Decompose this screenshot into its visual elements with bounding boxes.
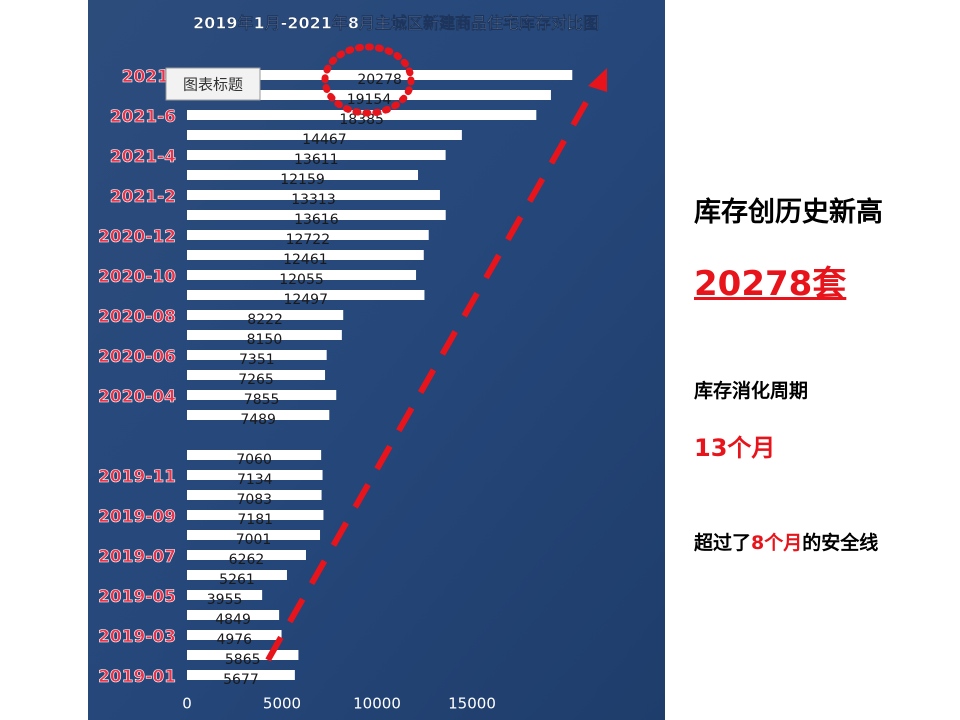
- value-label: 19154: [347, 92, 392, 108]
- trend-arrow: [265, 90, 595, 662]
- safety-prefix: 超过了: [694, 532, 752, 554]
- chart-title: 2019年1月-2021年8月主城区新建商品住宅库存对比图: [193, 14, 599, 33]
- y-tick-label: 2021-: [122, 67, 176, 87]
- value-label: 7001: [236, 532, 272, 548]
- bar: [187, 490, 322, 500]
- bar: [187, 650, 299, 660]
- bar: [187, 310, 344, 320]
- y-tick-label: 2019-01: [98, 667, 176, 687]
- bar: [187, 330, 342, 340]
- safety-suffix: 的安全线: [802, 532, 879, 554]
- overlay-box: [165, 67, 261, 101]
- bar: [187, 450, 322, 460]
- value-label: 20278: [357, 72, 402, 88]
- value-label: 7489: [240, 412, 276, 428]
- value-label: 7855: [244, 392, 280, 408]
- value-label: 5261: [219, 572, 255, 588]
- value-label: 18385: [339, 112, 384, 128]
- bar: [187, 550, 306, 560]
- bar: [187, 150, 446, 160]
- x-tick-label: 0: [182, 695, 192, 713]
- highlight: 20278套: [694, 264, 847, 304]
- value-label: 13313: [291, 192, 336, 208]
- bar: [187, 210, 446, 220]
- value-label: 13616: [294, 212, 339, 228]
- safety-value: 8个月: [751, 532, 803, 554]
- cycle-label: 库存消化周期: [694, 380, 809, 402]
- arrow-head: [588, 68, 607, 92]
- y-tick-label: 2019-03: [98, 627, 176, 647]
- y-tick-label: 2019-07: [98, 547, 176, 567]
- value-label: 12159: [280, 172, 325, 188]
- y-tick-label: 2019-05: [98, 587, 176, 607]
- overlay-label: 图表标题: [183, 76, 243, 94]
- bar: [187, 630, 282, 640]
- bar: [187, 270, 417, 280]
- safety-line: 超过了8个月的安全线: [694, 528, 878, 555]
- value-label: 7265: [238, 372, 274, 388]
- value-label: 7351: [239, 352, 275, 368]
- bar: [187, 230, 429, 240]
- value-label: 7083: [236, 492, 272, 508]
- bar: [187, 350, 327, 360]
- bar: [187, 530, 321, 540]
- bar: [187, 570, 287, 580]
- value-label: 8150: [247, 332, 283, 348]
- y-tick-label: 2020-10: [98, 267, 176, 287]
- y-tick-label: 2020-06: [98, 347, 176, 367]
- bar: [187, 410, 330, 420]
- value-label: 7181: [237, 512, 273, 528]
- value-label: 7060: [236, 452, 272, 468]
- value-label: 4849: [215, 612, 251, 628]
- headline: 库存创历史新高: [694, 197, 883, 228]
- bar: [187, 90, 551, 100]
- value-label: 12497: [283, 292, 328, 308]
- y-tick-label: 2019-11: [98, 467, 176, 487]
- value-label: 4976: [216, 632, 252, 648]
- cycle-value: 13个月: [694, 434, 776, 462]
- x-tick-label: 10000: [353, 695, 401, 713]
- value-label: 5865: [225, 652, 261, 668]
- bar: [187, 130, 462, 140]
- bar: [187, 470, 323, 480]
- bar: [187, 370, 326, 380]
- value-label: 8222: [247, 312, 283, 328]
- y-tick-label: 2021-2: [110, 187, 176, 207]
- y-tick-label: 2020-12: [98, 227, 176, 247]
- bar: [187, 170, 419, 180]
- bar: [187, 250, 424, 260]
- value-label: 12461: [283, 252, 328, 268]
- bar: [187, 110, 537, 120]
- y-tick-label: 2020-08: [98, 307, 176, 327]
- bar: [187, 70, 573, 80]
- y-tick-label: 2021-6: [110, 107, 176, 127]
- highlight-circle: [321, 43, 415, 117]
- value-label: 7134: [237, 472, 273, 488]
- plot: 0 5000 10000 15000 2021- 20278 19154 2021-6 1838…: [98, 67, 573, 713]
- x-tick-label: 15000: [448, 695, 496, 713]
- y-tick-label: 2020-04: [98, 387, 176, 407]
- value-label: 12055: [279, 272, 324, 288]
- value-label: 5677: [223, 672, 259, 688]
- value-label: 13611: [294, 152, 339, 168]
- value-label: 14467: [302, 132, 347, 148]
- bar: [187, 390, 337, 400]
- x-tick-label: 5000: [263, 695, 301, 713]
- y-tick-label: 2019-09: [98, 507, 176, 527]
- bar: [187, 190, 440, 200]
- bar: [187, 590, 263, 600]
- bar: [187, 290, 425, 300]
- value-label: 3955: [207, 592, 243, 608]
- value-label: 6262: [229, 552, 265, 568]
- y-tick-label: 2021-4: [110, 147, 176, 167]
- bar: [187, 510, 324, 520]
- bar: [187, 610, 280, 620]
- value-label: 12722: [286, 232, 331, 248]
- bar: [187, 670, 295, 680]
